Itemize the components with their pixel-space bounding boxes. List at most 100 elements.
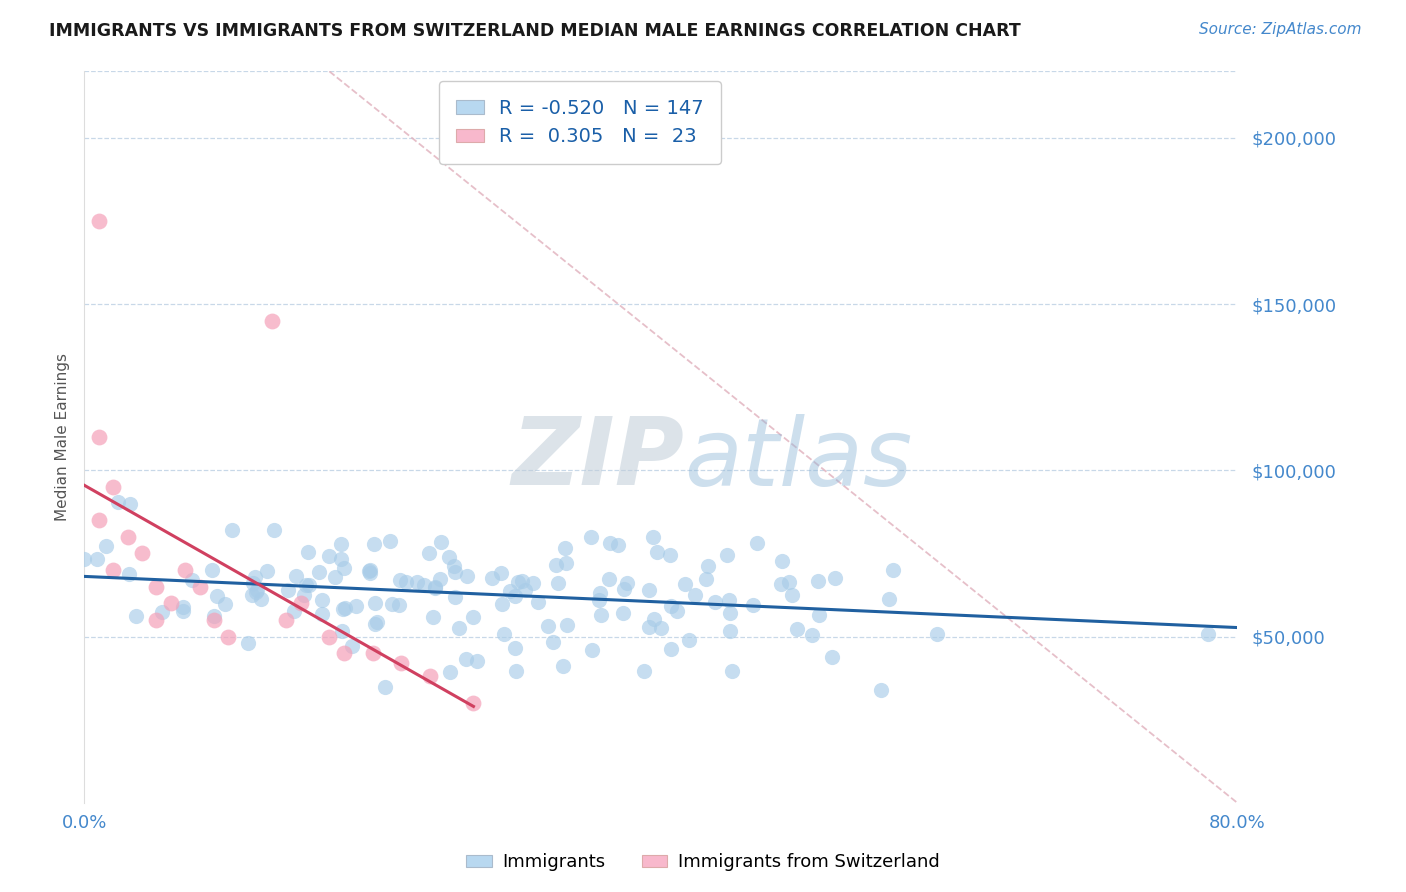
Point	[145, 613, 167, 627]
Point	[678, 633, 700, 648]
Point	[465, 654, 488, 668]
Point	[612, 606, 634, 620]
Point	[188, 580, 211, 594]
Text: Source: ZipAtlas.com: Source: ZipAtlas.com	[1198, 22, 1361, 37]
Point	[444, 565, 467, 579]
Point	[201, 563, 224, 577]
Point	[107, 495, 129, 509]
Point	[721, 665, 744, 679]
Point	[332, 601, 354, 615]
Point	[633, 664, 655, 678]
Point	[527, 595, 550, 609]
Point	[599, 536, 621, 550]
Point	[589, 586, 612, 600]
Point	[505, 665, 527, 679]
Point	[405, 575, 427, 590]
Point	[160, 596, 183, 610]
Point	[344, 599, 367, 613]
Point	[824, 571, 846, 585]
Point	[361, 646, 384, 660]
Point	[285, 569, 308, 583]
Point	[598, 573, 620, 587]
Point	[340, 639, 363, 653]
Point	[494, 626, 516, 640]
Point	[380, 533, 402, 548]
Point	[318, 549, 340, 564]
Point	[801, 628, 824, 642]
Point	[364, 596, 387, 610]
Point	[359, 563, 381, 577]
Point	[770, 576, 793, 591]
Point	[145, 580, 167, 594]
Point	[1198, 626, 1220, 640]
Point	[250, 591, 273, 606]
Point	[718, 607, 741, 621]
Point	[555, 618, 578, 632]
Point	[659, 599, 682, 613]
Point	[207, 589, 229, 603]
Point	[87, 214, 110, 228]
Point	[695, 572, 717, 586]
Point	[647, 545, 669, 559]
Point	[172, 599, 194, 614]
Point	[510, 574, 533, 589]
Point	[778, 575, 800, 590]
Text: ZIP: ZIP	[510, 413, 683, 505]
Point	[429, 573, 451, 587]
Point	[73, 552, 96, 566]
Point	[589, 608, 612, 623]
Point	[242, 575, 264, 590]
Point	[418, 546, 440, 560]
Point	[394, 575, 416, 590]
Point	[172, 604, 194, 618]
Point	[659, 548, 682, 562]
Point	[388, 598, 411, 612]
Point	[742, 598, 765, 612]
Point	[422, 610, 444, 624]
Point	[551, 659, 574, 673]
Point	[807, 574, 830, 589]
Point	[329, 536, 352, 550]
Point	[124, 609, 146, 624]
Point	[503, 589, 526, 603]
Point	[808, 607, 831, 622]
Point	[221, 523, 243, 537]
Point	[419, 669, 441, 683]
Point	[292, 588, 315, 602]
Point	[117, 530, 139, 544]
Point	[786, 622, 808, 636]
Point	[86, 552, 108, 566]
Point	[238, 636, 260, 650]
Point	[503, 641, 526, 656]
Point	[554, 541, 576, 556]
Point	[581, 642, 603, 657]
Point	[118, 497, 141, 511]
Point	[522, 575, 544, 590]
Point	[318, 630, 340, 644]
Point	[821, 649, 844, 664]
Point	[638, 582, 661, 597]
Point	[782, 588, 804, 602]
Point	[927, 627, 949, 641]
Point	[240, 588, 263, 602]
Point	[174, 563, 197, 577]
Point	[554, 556, 576, 570]
Point	[245, 585, 267, 599]
Point	[413, 578, 436, 592]
Point	[665, 604, 688, 618]
Point	[425, 581, 447, 595]
Point	[499, 584, 522, 599]
Point	[283, 604, 305, 618]
Point	[359, 566, 381, 580]
Point	[429, 535, 451, 549]
Point	[697, 559, 720, 574]
Point	[638, 619, 661, 633]
Point	[506, 575, 529, 590]
Point	[650, 621, 672, 635]
Point	[659, 641, 682, 656]
Point	[463, 609, 485, 624]
Point	[882, 563, 904, 577]
Point	[202, 609, 225, 624]
Point	[641, 530, 664, 544]
Point	[290, 596, 312, 610]
